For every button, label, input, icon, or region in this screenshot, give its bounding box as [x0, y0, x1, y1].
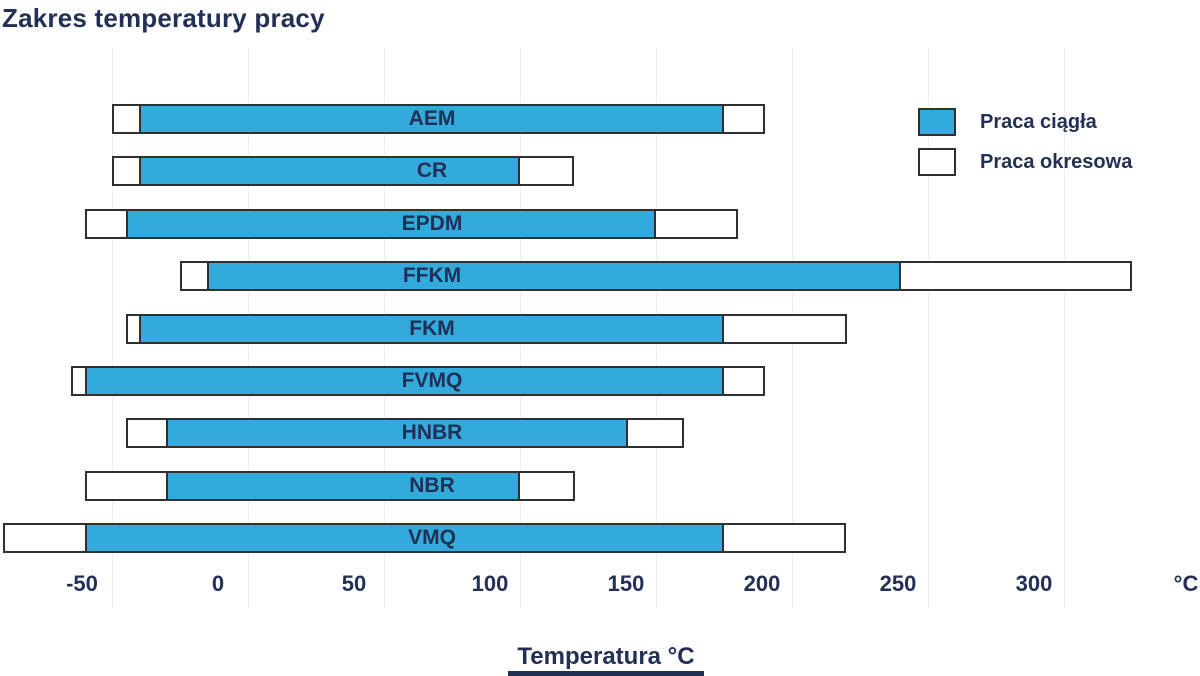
chart-title: Zakres temperatury pracy — [2, 3, 325, 33]
continuous-range-bar — [166, 418, 628, 448]
legend-label: Praca okresowa — [980, 150, 1133, 173]
legend-label: Praca ciągła — [980, 110, 1097, 133]
x-tick-label: 100 — [471, 571, 509, 596]
x-tick-label: -50 — [66, 571, 98, 596]
bottom-accent-bar — [508, 671, 704, 676]
x-tick-label: 50 — [341, 571, 367, 596]
x-tick-label: 300 — [1015, 571, 1053, 596]
continuous-range-bar — [85, 523, 724, 553]
material-label: CR — [416, 159, 448, 182]
legend-item: Praca okresowa — [918, 148, 1132, 176]
x-tick-label: 150 — [607, 571, 645, 596]
x-axis-title: Temperatura °C — [517, 643, 695, 670]
continuous-swatch-icon — [918, 108, 956, 136]
continuous-range-bar — [139, 104, 724, 134]
x-axis-unit: °C — [1173, 571, 1199, 596]
intermittent-swatch-icon — [918, 148, 956, 176]
continuous-range-bar — [139, 314, 724, 344]
x-tick-label: 250 — [879, 571, 917, 596]
material-label: AEM — [408, 107, 456, 130]
material-label: VMQ — [408, 526, 456, 549]
gridline — [928, 48, 929, 608]
x-tick-label: 200 — [743, 571, 781, 596]
material-label: EPDM — [401, 212, 463, 235]
gridline — [112, 48, 113, 608]
material-label: NBR — [409, 474, 455, 497]
continuous-range-bar — [126, 209, 656, 239]
legend-item: Praca ciągła — [918, 108, 1097, 136]
continuous-range-bar — [207, 261, 901, 291]
continuous-range-bar — [139, 156, 520, 186]
continuous-range-bar — [85, 366, 724, 396]
material-label: FFKM — [402, 264, 462, 287]
x-tick-label: 0 — [211, 571, 225, 596]
continuous-range-bar — [166, 471, 520, 501]
gridline — [1064, 48, 1065, 608]
material-label: HNBR — [401, 421, 463, 444]
material-label: FVMQ — [401, 369, 463, 392]
material-label: FKM — [409, 317, 455, 340]
